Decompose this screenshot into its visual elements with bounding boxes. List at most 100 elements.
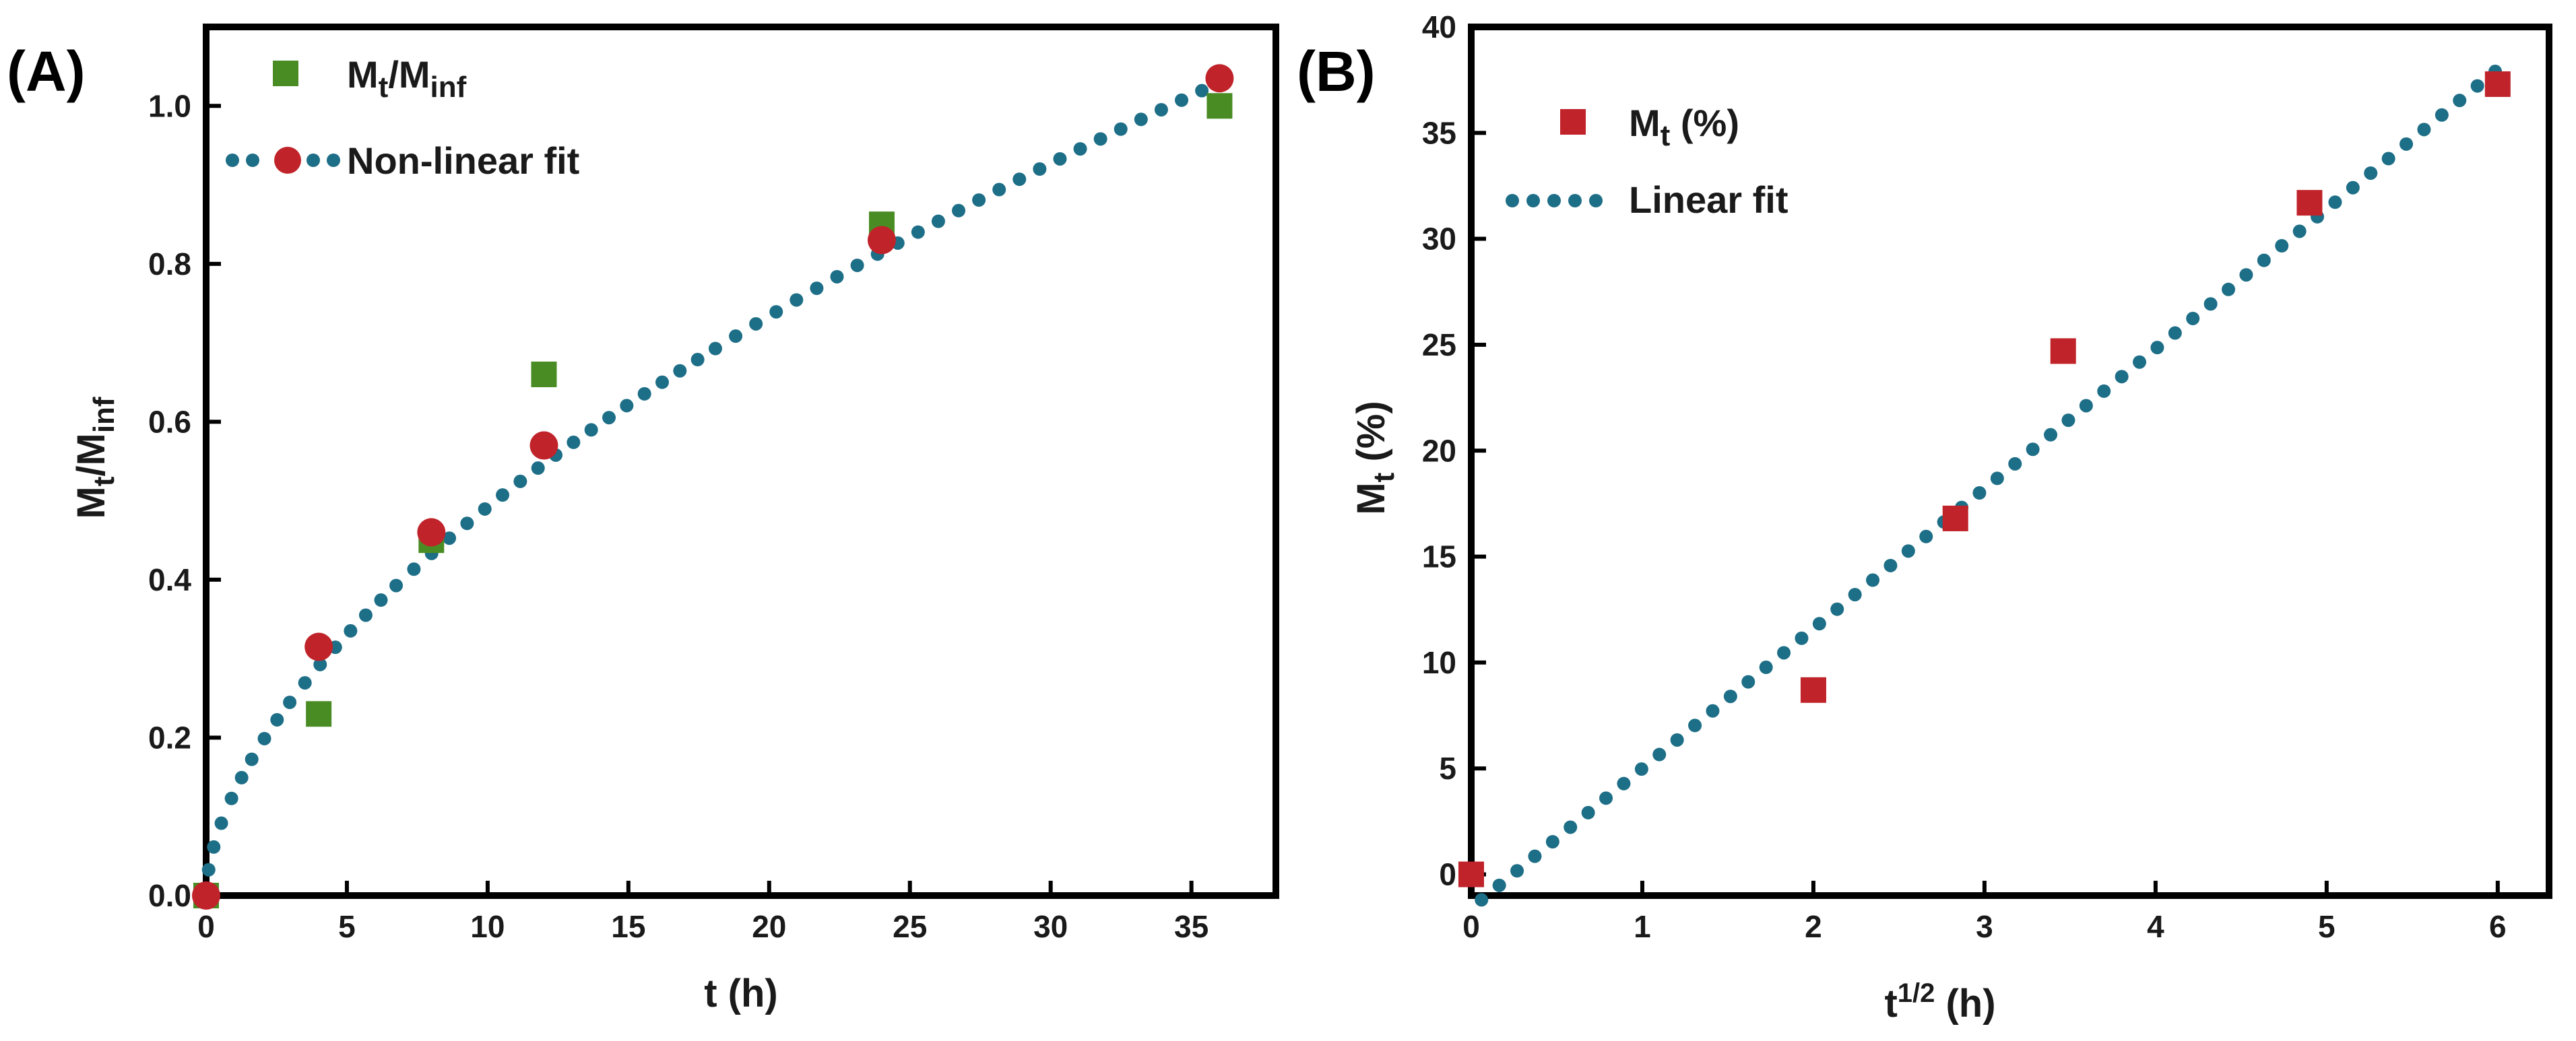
x-tick-label: 15	[611, 909, 645, 944]
fit-dot	[2079, 399, 2093, 413]
fit-dot	[1528, 849, 1542, 863]
data-point-square	[306, 701, 332, 727]
y-tick-label: 20	[1422, 433, 1456, 468]
fit-dot	[257, 731, 271, 745]
fit-dot	[2417, 123, 2431, 137]
panel-a-y-label: Mt/Minf	[69, 397, 121, 519]
data-point-circle	[192, 881, 220, 910]
panel-b-label: (B)	[1297, 40, 1376, 103]
x-tick-label: 0	[197, 909, 215, 944]
fit-dot	[407, 562, 421, 576]
fit-dot	[1866, 573, 1880, 587]
fit-dot	[1175, 93, 1189, 107]
y-tick-label: 0	[1439, 857, 1456, 892]
y-tick-label: 30	[1422, 222, 1456, 257]
fit-dot	[201, 863, 216, 877]
panel-b-y-axis: 0 5 10 15 20 25 30 35 40	[1422, 9, 1486, 892]
fit-dot	[1777, 646, 1791, 660]
data-point-square	[1206, 93, 1233, 119]
panel-b-x-label: t1/2 (h)	[1884, 978, 1995, 1026]
panel-b-legend: Mt (%) Linear fit	[1506, 102, 1788, 221]
legend-entry-linear-fit: Linear fit	[1629, 178, 1788, 221]
data-point-square	[2484, 71, 2511, 97]
fit-dot	[1073, 142, 1087, 156]
fit-dot	[1688, 718, 1702, 733]
y-tick-label: 15	[1422, 539, 1456, 574]
fit-dot	[567, 435, 581, 449]
data-point-circle	[1205, 64, 1234, 93]
x-tick-label: 3	[1976, 909, 1993, 944]
fit-dot	[1901, 544, 1915, 558]
fit-dot	[513, 474, 527, 488]
fit-dot	[1617, 776, 1631, 791]
panel-b: (B) 0 5 10 15 20 25 30 35 40 0 1 2 3 4 5 6 t1/2 (h) Mt…	[1297, 9, 2552, 1026]
fit-dot	[655, 375, 669, 389]
fit-dot	[389, 578, 404, 593]
fit-dot	[729, 329, 743, 343]
y-tick-label: 35	[1422, 115, 1456, 150]
fit-dot	[673, 364, 687, 378]
fit-dot	[224, 791, 238, 805]
fit-dot	[2346, 180, 2360, 195]
x-tick-label: 2	[1805, 909, 1822, 944]
fit-dot	[2364, 166, 2378, 180]
panel-a: (A) 0.0 0.2 0.4 0.6 0.8 1.0 0 5 10 15 20 25 30 35 t …	[7, 24, 1279, 1015]
x-tick-label: 1	[1634, 909, 1651, 944]
x-tick-label: 35	[1174, 909, 1209, 944]
fit-dot	[2186, 311, 2200, 325]
fit-dot	[2168, 326, 2182, 340]
data-point-square	[1942, 505, 1968, 531]
fit-dot	[1492, 878, 1506, 892]
fit-dot	[344, 624, 358, 638]
panel-b-x-axis: 0 1 2 3 4 5 6	[1462, 881, 2507, 944]
fit-dot	[1848, 588, 1862, 602]
x-tick-label: 20	[752, 909, 786, 944]
fit-dot	[460, 516, 474, 531]
fit-dot	[1510, 864, 1524, 878]
fit-dot	[2044, 428, 2058, 442]
fit-dot	[1972, 486, 1987, 500]
fit-dot	[1195, 83, 1209, 98]
fit-dot	[2381, 152, 2395, 166]
fit-dot	[1652, 747, 1667, 762]
legend-entry-mt-minf: Mt/Minf	[347, 53, 467, 104]
fit-dot	[1919, 529, 1933, 543]
y-tick-label: 40	[1422, 9, 1456, 44]
fit-dot	[214, 816, 228, 830]
panel-a-label: (A)	[7, 40, 86, 103]
x-tick-label: 6	[2489, 909, 2507, 944]
fit-dot	[1830, 602, 1844, 616]
panel-a-x-axis: 0 5 10 15 20 25 30 35	[197, 881, 1209, 944]
fit-dot	[931, 214, 945, 228]
y-tick-label: 0.2	[148, 720, 191, 755]
y-tick-label: 0.6	[148, 404, 191, 439]
fit-dot	[1053, 152, 1067, 166]
y-tick-label: 0.4	[148, 562, 191, 597]
fit-dot	[1033, 162, 1047, 176]
legend-square-marker	[1560, 109, 1586, 135]
panel-a-y-axis: 0.0 0.2 0.4 0.6 0.8 1.0	[148, 88, 221, 913]
x-tick-label: 5	[338, 909, 356, 944]
fit-dot	[1475, 893, 1489, 907]
panel-b-y-label: Mt (%)	[1349, 401, 1400, 514]
fit-dot	[1741, 675, 1756, 689]
fit-dot	[952, 203, 966, 217]
fit-dot	[478, 502, 492, 516]
fit-dot	[1795, 631, 1809, 645]
fit-dot	[1581, 805, 1595, 819]
legend-fit-dots	[226, 154, 340, 167]
fit-dot	[1134, 112, 1148, 127]
x-tick-label: 0	[1462, 909, 1480, 944]
data-point-square	[1800, 677, 1826, 703]
x-tick-label: 5	[2318, 909, 2336, 944]
fit-dot	[749, 316, 763, 331]
fit-dot	[234, 770, 249, 784]
fit-dot	[1706, 704, 1720, 718]
data-point-square	[2296, 190, 2323, 216]
panel-a-points	[192, 64, 1234, 910]
legend-square-marker	[273, 61, 298, 86]
fit-dot	[531, 461, 545, 475]
fit-dot	[992, 182, 1006, 197]
data-point-square	[2050, 338, 2076, 364]
fit-dot	[790, 293, 804, 307]
